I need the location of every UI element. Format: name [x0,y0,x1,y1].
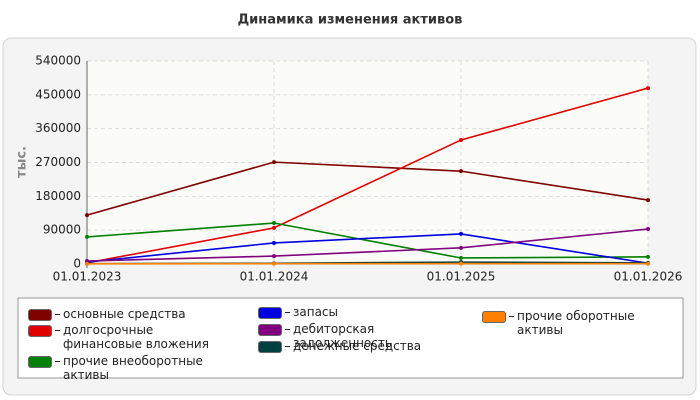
point [646,227,650,232]
legend-label: долгосрочные финансовые вложения [63,323,209,351]
legend-item: прочие внеоборотные активы [28,354,248,382]
legend-item: запасы [258,305,468,319]
legend-swatch [28,309,52,321]
point [272,225,276,230]
point [85,213,89,218]
legend-label: дебиторская задолженность [293,322,392,350]
point [459,245,463,250]
point [646,254,650,259]
legend-label: запасы [293,305,339,319]
point [272,221,276,226]
legend-label: прочие внеоборотные активы [63,354,203,382]
legend-box [17,297,684,379]
series-line [86,87,649,264]
chart-title: Динамика изменения активов [238,13,463,28]
point [646,198,650,203]
legend-item: прочие оборотные активы [482,309,682,337]
x-tick-label: 01.01.2024 [240,270,309,284]
x-tick-label: 01.01.2025 [427,270,496,284]
legend-dash [285,346,290,347]
y-axis-label: тыс. [15,146,30,178]
legend-dash [55,361,60,362]
y-tick-label: 270000 [35,155,81,169]
point [459,231,463,236]
legend-item: денежные средства [258,339,468,353]
y-tick-label: 450000 [35,87,81,101]
series-line [86,233,649,265]
legend-swatch [28,325,52,337]
series-line [86,161,649,216]
series-line [86,222,649,259]
point [459,255,463,260]
point [85,261,89,266]
point [272,240,276,245]
legend-swatch [482,311,506,323]
y-tick-label: 90000 [43,223,81,237]
legend-dash [55,314,60,315]
point [459,169,463,174]
y-tick-label: 540000 [35,54,81,68]
legend-swatch [28,356,52,368]
legend-item: долгосрочные финансовые вложения [28,323,228,351]
legend-label: основные средства [63,307,186,321]
point [272,254,276,259]
point [272,261,276,266]
legend-item: дебиторская задолженность [258,322,468,350]
y-tick-label: 0 [73,257,81,271]
y-tick-label: 180000 [35,189,81,203]
point [459,137,463,142]
legend-dash [509,316,514,317]
legend-swatch [258,307,282,319]
point [272,160,276,165]
point [646,261,650,266]
legend-dash [55,330,60,331]
legend-label: денежные средства [293,339,422,353]
legend-swatch [258,341,282,353]
point [459,261,463,266]
legend-swatch [258,324,282,336]
legend-dash [285,329,290,330]
legend-item: основные средства [28,307,228,321]
legend-label: прочие оборотные активы [517,309,635,337]
point [85,234,89,239]
x-tick-label: 01.01.2026 [614,270,683,284]
series-line [86,228,649,262]
legend-dash [285,312,290,313]
y-tick-label: 360000 [35,121,81,135]
x-tick-label: 01.01.2023 [53,270,122,284]
point [646,86,650,91]
